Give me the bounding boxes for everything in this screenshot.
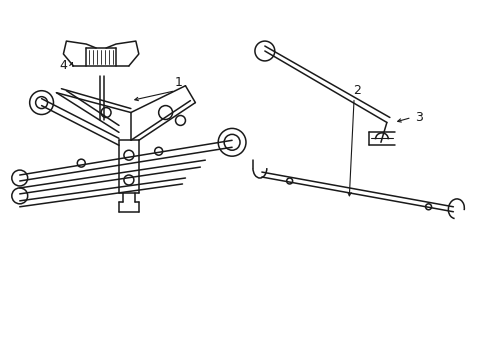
Text: 2: 2 [352,84,360,97]
Text: 3: 3 [414,111,422,124]
Text: 4: 4 [60,59,67,72]
Text: 1: 1 [174,76,182,89]
